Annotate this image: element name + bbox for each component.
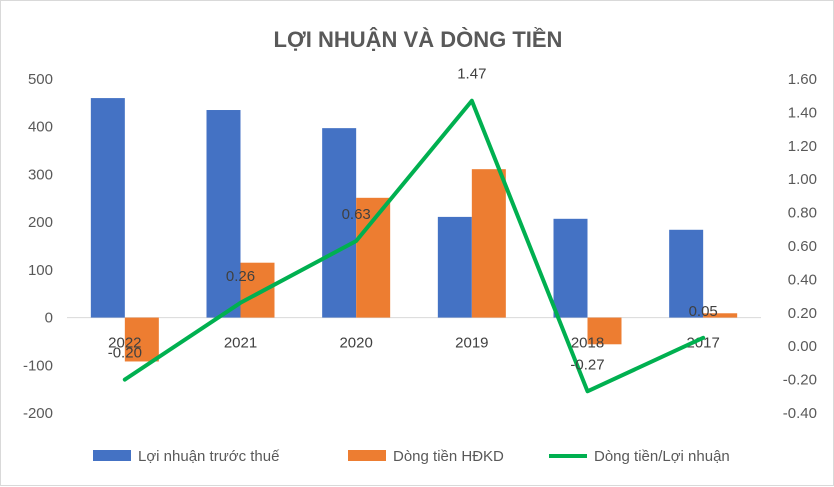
profit-bar — [91, 98, 125, 317]
ratio-data-label: 0.05 — [689, 303, 718, 320]
legend-label: Dòng tiền/Lợi nhuận — [594, 448, 730, 465]
right-tick-label: 0.00 — [788, 338, 817, 355]
ratio-data-label: -0.27 — [570, 356, 604, 373]
left-tick-label: 300 — [28, 166, 53, 183]
right-tick-label: 0.60 — [788, 238, 817, 255]
left-tick-label: -200 — [23, 405, 53, 422]
ratio-data-label: 1.47 — [457, 66, 486, 83]
ratio-data-label: -0.20 — [108, 345, 142, 362]
ratio-data-label: 0.63 — [342, 206, 371, 223]
left-tick-label: 200 — [28, 214, 53, 231]
right-tick-label: 0.40 — [788, 271, 817, 288]
profit-bar — [207, 110, 241, 318]
right-tick-label: 1.40 — [788, 104, 817, 121]
legend-swatch-cashflow — [348, 450, 386, 461]
legend-label: Lợi nhuận trước thuế — [138, 448, 280, 465]
chart-title: LỢI NHUẬN VÀ DÒNG TIỀN — [274, 27, 563, 52]
profit-bar — [438, 217, 472, 318]
left-axis: 500 400 300 200 100 0 -100 -200 — [23, 71, 53, 422]
bar-series — [91, 98, 737, 361]
legend: Lợi nhuận trước thuế Dòng tiền HĐKD Dòng t… — [93, 448, 730, 465]
right-axis: 1.60 1.40 1.20 1.00 0.80 0.60 0.40 0.20 0.00 -0.2… — [783, 71, 817, 422]
left-tick-label: 500 — [28, 71, 53, 88]
right-tick-label: -0.20 — [783, 372, 817, 389]
left-tick-label: 0 — [45, 310, 53, 327]
profit-bar — [554, 219, 588, 318]
right-tick-label: 0.20 — [788, 305, 817, 322]
ratio-data-label: 0.26 — [226, 268, 255, 285]
right-tick-label: 1.00 — [788, 171, 817, 188]
left-tick-label: 400 — [28, 119, 53, 136]
legend-label: Dòng tiền HĐKD — [393, 448, 504, 465]
category-label: 2019 — [455, 335, 488, 352]
cashflow-bar — [472, 169, 506, 317]
legend-swatch-profit — [93, 450, 131, 461]
ratio-line-series: -0.20 0.26 0.63 1.47 -0.27 0.05 — [108, 66, 718, 392]
category-label: 2018 — [571, 335, 604, 352]
right-tick-label: -0.40 — [783, 405, 817, 422]
right-tick-label: 1.60 — [788, 71, 817, 88]
category-label: 2020 — [339, 335, 372, 352]
right-tick-label: 1.20 — [788, 138, 817, 155]
left-tick-label: 100 — [28, 262, 53, 279]
category-label: 2021 — [224, 335, 257, 352]
right-tick-label: 0.80 — [788, 205, 817, 222]
left-tick-label: -100 — [23, 357, 53, 374]
